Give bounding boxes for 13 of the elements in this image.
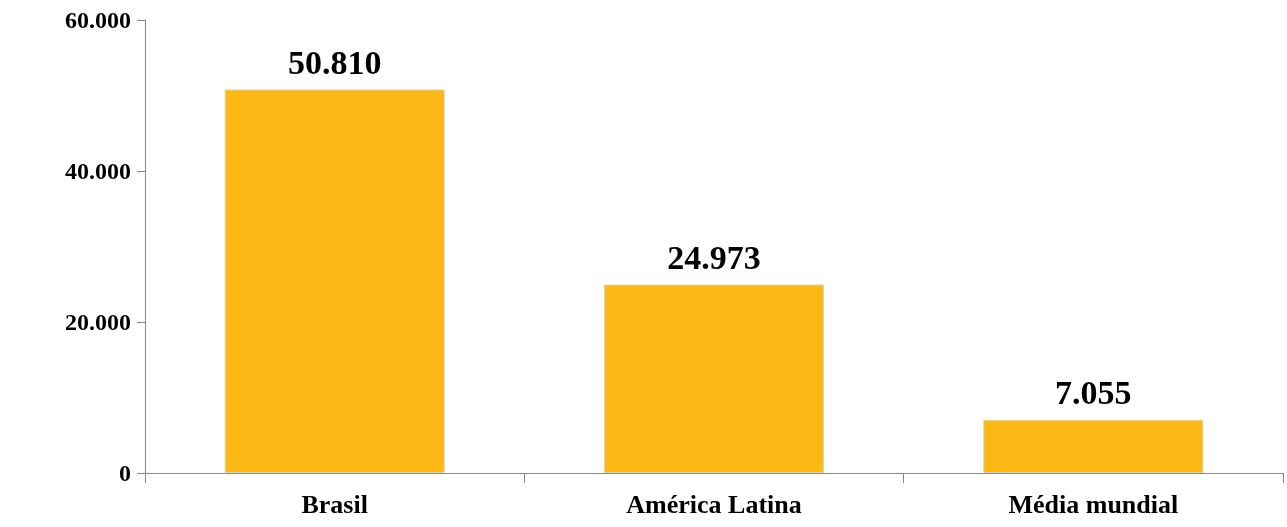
- data-label: 7.055: [1055, 374, 1132, 412]
- bar: [224, 89, 445, 473]
- data-label: 24.973: [667, 238, 761, 276]
- y-tick-label: 40.000: [65, 158, 131, 184]
- y-tick-label: 60.000: [65, 7, 131, 33]
- x-tick-label: Média mundial: [1008, 489, 1179, 519]
- x-tick-label: América Latina: [626, 489, 802, 519]
- y-tick-label: 20.000: [65, 309, 131, 335]
- data-label: 50.810: [287, 43, 382, 81]
- bar: [603, 284, 825, 473]
- bar: [983, 419, 1204, 473]
- y-tick-label: 0: [119, 460, 131, 486]
- x-tick-label: Brasil: [301, 489, 368, 519]
